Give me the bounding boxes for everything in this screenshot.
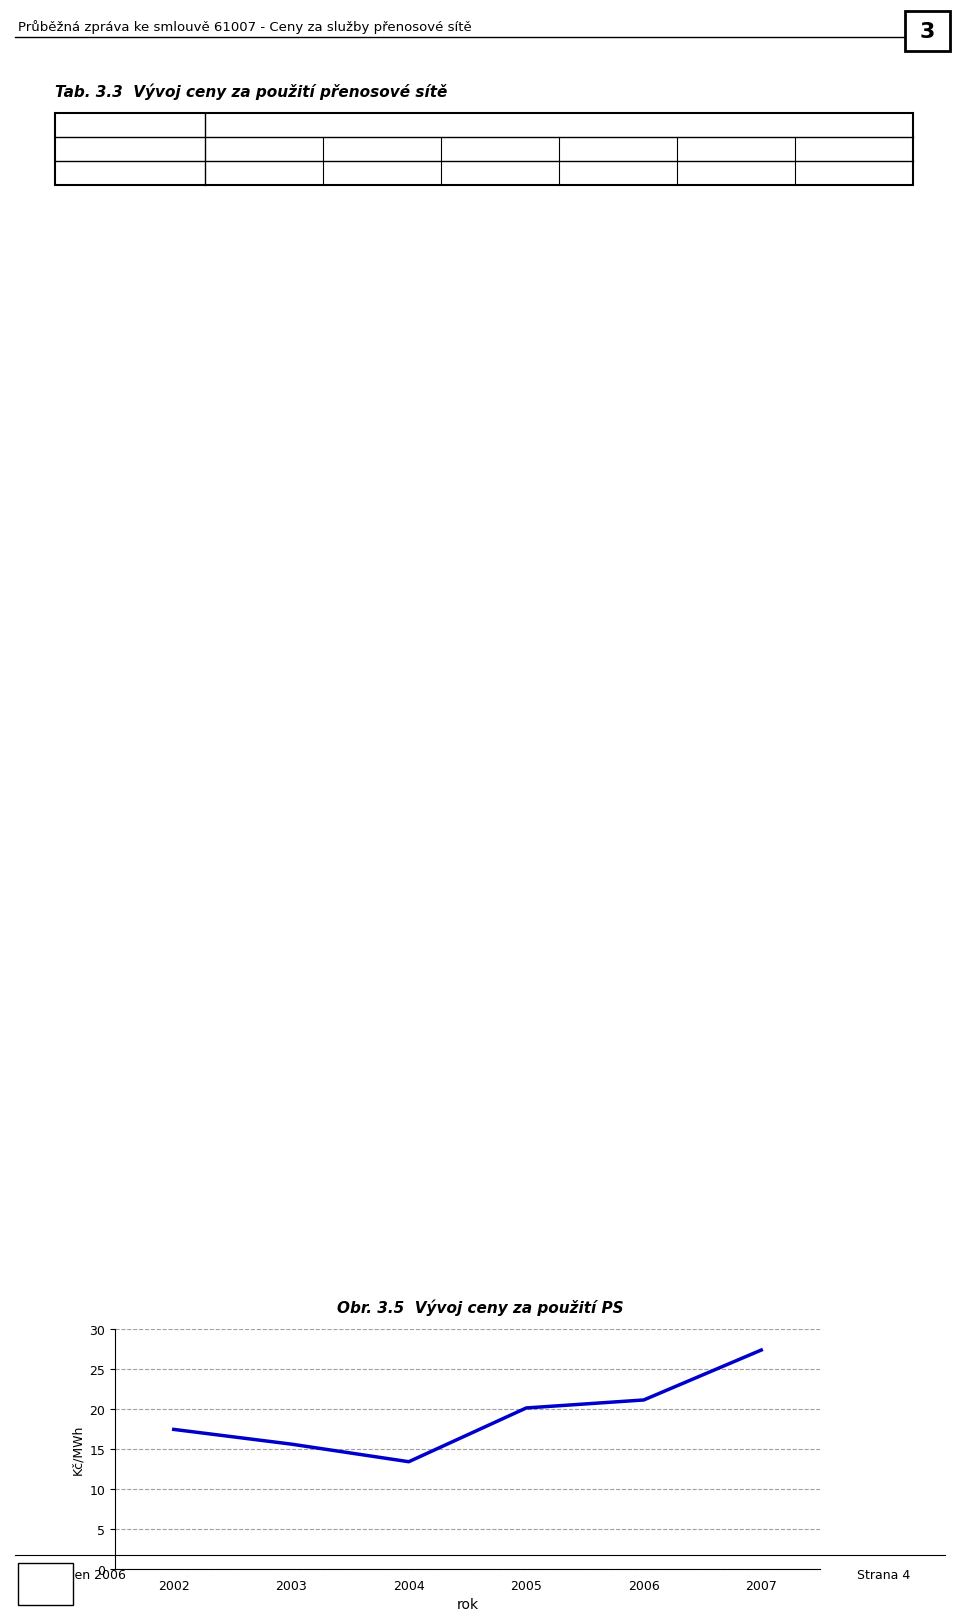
Text: 20,13: 20,13 [636,167,671,180]
Text: 2006: 2006 [719,143,754,156]
Text: 2003: 2003 [365,143,399,156]
Text: 13,41: 13,41 [517,167,553,180]
Bar [18,1563,73,1605]
Text: EGÚ: EGÚ [35,1579,56,1589]
Text: 2005: 2005 [601,143,636,156]
Text: Strana 4: Strana 4 [856,1568,910,1581]
Text: srpen 2006: srpen 2006 [55,1568,126,1581]
Text: Průběžná zpráva ke smlouvě 61007 - Ceny za služby přenosové sítě: Průběžná zpráva ke smlouvě 61007 - Ceny … [18,19,471,34]
Text: Cena [Kč/MWh]: Cena [Kč/MWh] [63,167,159,180]
Text: BRNO: BRNO [34,1592,56,1600]
Text: 17,45: 17,45 [281,167,317,180]
Text: Cena za použití přenosové sítě: Cena za použití přenosové sítě [463,120,655,133]
Text: 2007: 2007 [836,143,872,156]
Text: Tab. 3.3  Vývoj ceny za použití přenosové sítě: Tab. 3.3 Vývoj ceny za použití přenosové… [55,84,447,101]
X-axis label: rok: rok [456,1597,479,1612]
Bar [55,114,913,187]
Bar [905,11,950,52]
Text: 15,61: 15,61 [399,167,435,180]
Text: Obr. 3.5  Vývoj ceny za použití PS: Obr. 3.5 Vývoj ceny za použití PS [337,1298,623,1316]
Text: 27,37: 27,37 [872,167,907,180]
Y-axis label: Kč/MWh: Kč/MWh [71,1423,84,1474]
Text: 2004: 2004 [483,143,517,156]
Text: 2002: 2002 [247,143,281,156]
Text: 3: 3 [920,23,935,42]
Text: 21,13: 21,13 [754,167,789,180]
